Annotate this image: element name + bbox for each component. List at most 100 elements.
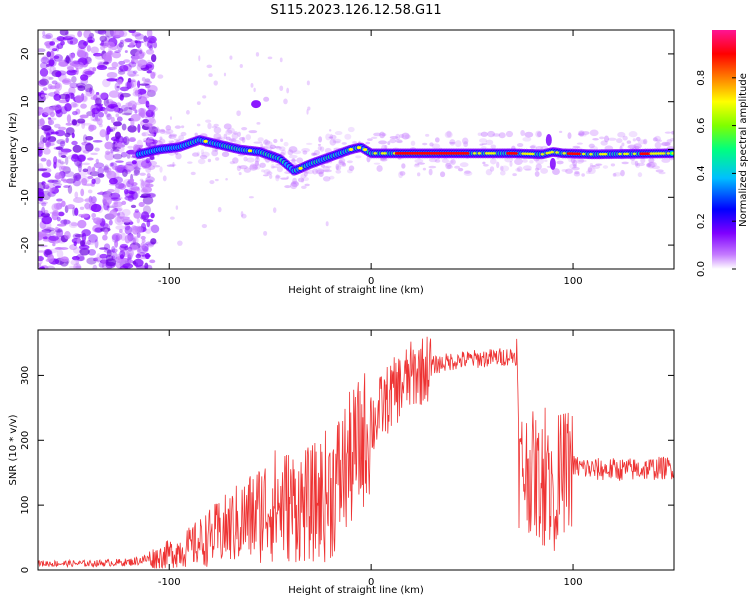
spectrogram-blob	[120, 92, 131, 98]
spectrogram-blob	[97, 30, 107, 35]
spectrogram-blob	[383, 152, 387, 155]
spectrogram-blob	[401, 132, 410, 140]
spectrogram-blob	[70, 101, 77, 108]
spectrogram-blob	[434, 137, 440, 143]
spectrogram-blob	[74, 94, 83, 104]
spectrogram-blob	[595, 163, 602, 166]
spectrogram-blob	[574, 170, 580, 175]
spectrogram-blob	[140, 188, 148, 193]
spectrogram-blob	[91, 107, 100, 115]
spectrogram-blob	[60, 154, 67, 158]
spectrogram-blob	[454, 165, 461, 169]
spectrogram-blob	[236, 110, 241, 117]
spectrogram-blob	[254, 166, 259, 170]
spectrogram-blob	[66, 114, 72, 124]
spectrogram-blob	[140, 179, 145, 190]
spectrogram-blob	[664, 142, 671, 147]
spectrogram-blob	[153, 128, 161, 134]
spectrogram-blob	[520, 129, 525, 136]
spectrogram-blob	[59, 30, 69, 36]
spectrogram-blob	[55, 71, 62, 78]
spectrogram-blob	[304, 183, 310, 187]
colorbar-tick-label: 0.2	[696, 213, 707, 229]
spectrogram-blob	[201, 223, 208, 229]
spectrogram-blob	[319, 146, 325, 152]
spectrogram-blob	[205, 119, 212, 123]
spectrogram-blob	[603, 135, 610, 143]
spectrogram-blob	[127, 125, 137, 133]
spectrogram-blob	[169, 116, 172, 120]
spectrogram-blob	[428, 168, 433, 176]
spectrogram-blob	[131, 57, 139, 65]
spectrogram-blob	[172, 161, 175, 168]
spectrogram-blob	[117, 142, 123, 148]
spectrogram-blob	[150, 71, 156, 79]
spectrogram-blob	[42, 92, 49, 100]
spectrogram-blob	[465, 152, 470, 155]
spectrogram-blob	[77, 154, 86, 162]
spectrogram-blob	[414, 158, 424, 164]
spectrogram-blob	[643, 138, 648, 145]
spectrogram-blob	[48, 69, 52, 75]
spectrogram-blob	[196, 151, 200, 157]
spectrogram-blob	[515, 167, 521, 172]
spectrogram-blob	[449, 139, 456, 146]
spectrogram-blob	[139, 83, 150, 86]
spectrogram-blob	[652, 137, 658, 142]
spectrogram-blob	[446, 130, 452, 138]
colorbar-tick-label: 0.6	[696, 118, 707, 134]
spectrogram-blob	[332, 138, 342, 143]
spectrogram-blob	[40, 94, 45, 98]
spectrogram-blob	[558, 130, 563, 134]
spectrogram-blob	[158, 138, 166, 145]
spectrogram-blob	[187, 161, 193, 164]
spectrogram-blob	[38, 48, 46, 53]
spectrogram-blob	[106, 170, 117, 180]
spectrogram-blob	[116, 85, 120, 89]
spectrogram-blob	[540, 153, 545, 156]
spectrogram-blob	[223, 123, 232, 130]
spectrogram-blob	[569, 163, 577, 169]
spectrogram-blob	[46, 159, 52, 167]
spectrogram-blob	[49, 50, 55, 57]
spectrogram-blob	[633, 143, 642, 149]
spectrogram-blob	[399, 171, 406, 176]
spectrogram-blob	[263, 230, 268, 236]
spectrogram-blob	[264, 140, 273, 148]
spectrogram-blob	[148, 160, 158, 166]
spectrogram-blob	[103, 249, 114, 253]
spectrogram-blob	[318, 136, 323, 143]
spectrogram-blob	[67, 34, 76, 39]
spectrogram-blob	[223, 133, 228, 139]
spectrogram-blob	[572, 159, 577, 167]
spectrogram-blob	[128, 30, 136, 34]
spectrogram-blob	[335, 169, 342, 174]
spectrogram-blob	[38, 196, 43, 202]
spectrogram-blob	[65, 137, 69, 144]
spectrogram-blob	[138, 112, 144, 116]
spectrogram-blob	[477, 132, 482, 137]
spectrogram-blob	[573, 164, 577, 169]
spectrogram-blob	[132, 70, 138, 74]
spectrogram-blob	[110, 197, 122, 202]
spectrogram-blob	[654, 135, 661, 142]
spectrogram-blob	[52, 104, 63, 110]
spectrogram-blob	[290, 182, 298, 190]
spectrogram-blob	[463, 170, 473, 176]
spectrogram-blob	[175, 205, 179, 210]
spectrogram-blob	[53, 55, 60, 60]
spectrogram-blob	[116, 116, 123, 122]
spectrogram-blob	[169, 134, 172, 139]
spectrogram-blob	[449, 141, 456, 144]
spectrogram-blob	[153, 139, 162, 143]
spectrogram-blob	[231, 132, 239, 140]
spectrogram-blob	[78, 244, 90, 250]
spectrogram-blob	[150, 224, 160, 234]
spectrogram-blob	[165, 129, 174, 135]
spectrogram-blob	[71, 255, 80, 261]
spectrogram-blob	[505, 130, 514, 138]
spectrogram-blob	[89, 171, 100, 177]
spectrogram-blob	[253, 141, 263, 144]
spectrogram-blob	[73, 263, 82, 269]
